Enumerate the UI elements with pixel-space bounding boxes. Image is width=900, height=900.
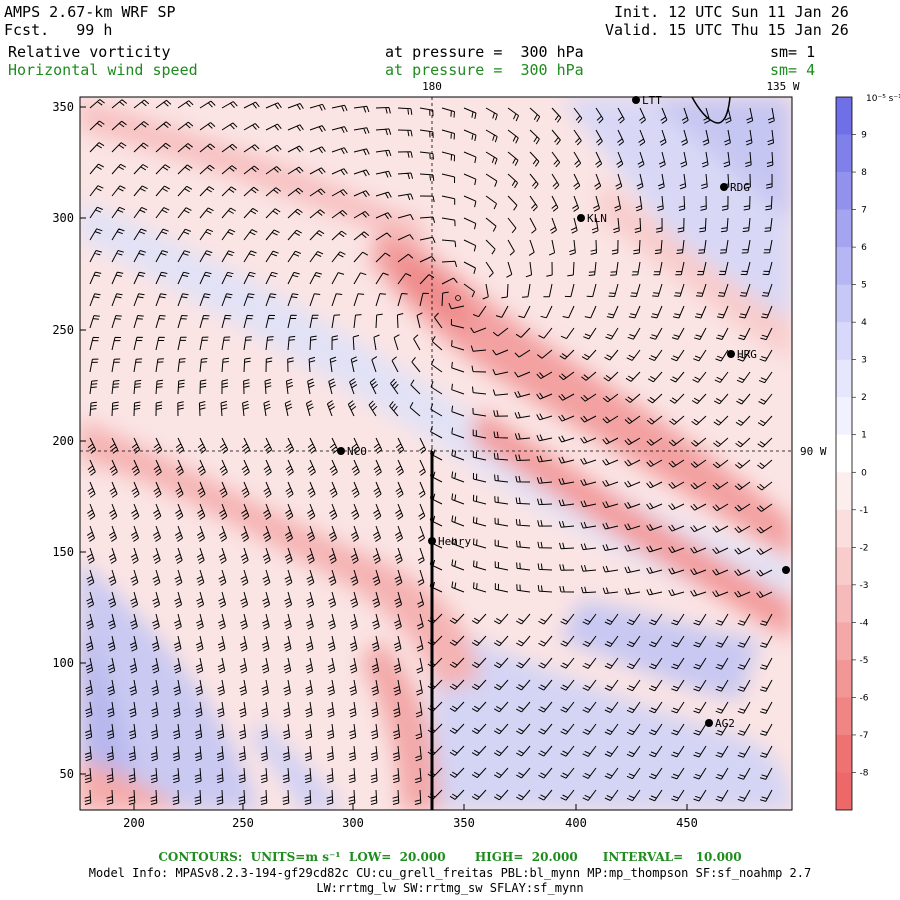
colorbar: 9 8 7 6 5 4 3 2 1 0 -1 -2 -3 -4 -5 -6 -7 -8 [835,96,869,811]
field1-smoothing: sm= 1 [770,43,816,61]
wind-barbs [84,99,775,805]
x-tick-label: 350 [453,816,475,830]
station-label: LTT [642,94,662,107]
colorbar-swatch [836,547,852,586]
colorbar-label: -1 [860,506,869,516]
forecast-hour: Fcst. 99 h [4,21,113,39]
colorbar-swatch [836,359,852,398]
model-info-physics: LW:rrtmg_lw SW:rrtmg_sw SFLAY:sf_mynn [316,881,584,895]
colorbar-label: -5 [860,656,869,666]
colorbar-swatch [836,734,852,773]
colorbar-label: -7 [860,731,869,741]
station-label: NCO [347,445,367,458]
colorbar-swatch [836,584,852,623]
colorbar-label: 4 [861,318,867,328]
station-label: AG2 [715,717,735,730]
init-time: Init. 12 UTC Sun 11 Jan 26 [614,3,849,21]
colorbar-label: -8 [860,768,869,778]
colorbar-label: 3 [861,356,867,366]
colorbar-swatch [836,97,852,136]
y-tick-label: 50 [60,767,74,781]
colorbar-label: 0 [861,468,867,478]
colorbar-swatch [836,322,852,361]
colorbar-swatch [836,209,852,248]
lon-90w-label: 90 W [800,445,827,458]
station-marker [705,719,713,727]
model-info: Model Info: MPASv8.2.3-194-gf29cd82c CU:… [88,866,812,880]
x-tick-label: 300 [342,816,364,830]
x-tick-label: 450 [676,816,698,830]
station-label: HRG [737,348,757,361]
colorbar-swatch [836,772,852,810]
low-center-marker [455,295,461,301]
y-tick-label: 150 [52,545,74,559]
colorbar-label: -6 [860,693,869,703]
valid-time: Valid. 15 UTC Thu 15 Jan 26 [605,21,849,39]
colorbar-units: 10⁻⁵ s⁻¹ [866,94,900,104]
model-title: AMPS 2.67-km WRF SP [4,3,176,21]
colorbar-swatch [836,622,852,661]
plot-frame [79,96,793,811]
lon-180-label: 180 [422,80,442,93]
contour-info: CONTOURS: UNITS=m s⁻¹ LOW= 20.000 HIGH= … [158,850,742,864]
y-tick-label: 350 [52,100,74,114]
x-tick-label: 250 [232,816,254,830]
colorbar-label: 6 [861,243,867,253]
x-axis-ticks: 200 250 300 350 400 450 [123,804,698,830]
station-marker [577,214,585,222]
colorbar-swatch [836,397,852,436]
colorbar-label: -3 [860,581,869,591]
colorbar-swatch [836,472,852,511]
y-tick-label: 100 [52,656,74,670]
field1-level: at pressure = 300 hPa [385,43,584,61]
station-marker [632,96,640,104]
colorbar-label: 9 [861,131,867,141]
y-tick-label: 250 [52,323,74,337]
field2-smoothing: sm= 4 [770,61,816,79]
field2-level: at pressure = 300 hPa [385,61,584,79]
colorbar-swatch [836,134,852,173]
field2-name: Horizontal wind speed [8,61,198,79]
colorbar-swatch [836,172,852,211]
colorbar-label: 1 [861,431,867,441]
field1-name: Relative vorticity [8,43,171,61]
colorbar-swatch [836,697,852,736]
colorbar-swatch [836,509,852,548]
station-marker [337,447,345,455]
station-marker [727,350,735,358]
colorbar-label: 5 [861,281,867,291]
x-tick-label: 200 [123,816,145,830]
lon-135w-label: 135 W [766,80,799,93]
y-tick-label: 200 [52,434,74,448]
station-label: KLN [587,212,607,225]
vorticity-field [80,97,792,810]
colorbar-label: -2 [860,543,869,553]
x-tick-label: 400 [565,816,587,830]
y-tick-label: 300 [52,211,74,225]
y-axis-ticks: 350 300 250 200 150 100 50 [52,100,86,781]
stations: LTT RDG KLN HRG NCO Henry AG2 [337,94,790,730]
colorbar-label: 7 [861,206,867,216]
colorbar-swatch [836,247,852,286]
colorbar-swatch [836,284,852,323]
station-marker [782,566,790,574]
station-label: RDG [730,181,750,194]
station-label: Henry [438,535,471,548]
colorbar-swatch [836,659,852,698]
station-marker [720,183,728,191]
colorbar-label: 8 [861,168,867,178]
colorbar-label: 2 [861,393,867,403]
colorbar-label: -4 [860,618,869,628]
station-marker [428,537,436,545]
colorbar-swatch [836,434,852,473]
